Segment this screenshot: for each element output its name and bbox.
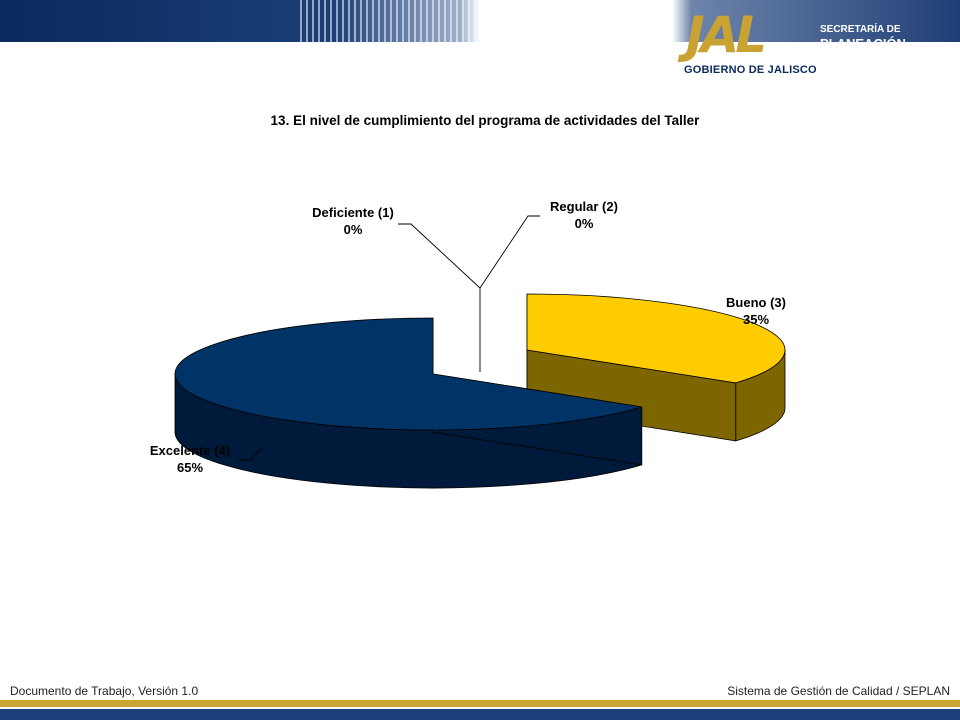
logo-mark: JAL [686, 6, 767, 64]
leader-line-0 [398, 223, 481, 289]
chart-title: 13. El nivel de cumplimiento del program… [270, 113, 700, 128]
slice-percent-0: 0% [344, 222, 363, 237]
slice-percent-3: 65% [177, 460, 203, 475]
leader-line-1 [479, 215, 540, 289]
slice-label-1: Regular (2) [550, 199, 618, 214]
pie-slice-excelente [174, 317, 643, 489]
label-layer: Deficiente (1) 0% Regular (2) 0% Bueno (3) 35… [150, 199, 786, 475]
header-stripes [300, 0, 500, 42]
logo-planeacion: PLANEACIÓN [820, 36, 906, 51]
slice-label-3: Excelente (4) [150, 443, 230, 458]
gobierno-jalisco-logo: JAL SECRETARÍA DE PLANEACIÓN GOBIERNO DE… [680, 6, 960, 82]
slice-percent-1: 0% [575, 216, 594, 231]
footer-document-version: Documento de Trabajo, Versión 1.0 [10, 684, 199, 698]
footer-bar [0, 700, 960, 720]
slice-label-0: Deficiente (1) [312, 205, 394, 220]
pie-slice-bueno [526, 293, 786, 442]
slice-percent-2: 35% [743, 312, 769, 327]
footer-system-name: Sistema de Gestión de Calidad / SEPLAN [727, 684, 950, 698]
pie-layer [174, 293, 786, 489]
leader-line-3 [238, 447, 263, 461]
slice-label-2: Bueno (3) [726, 295, 786, 310]
logo-gobierno: GOBIERNO DE JALISCO [684, 64, 817, 76]
logo-secretaria: SECRETARÍA DE [820, 24, 901, 35]
